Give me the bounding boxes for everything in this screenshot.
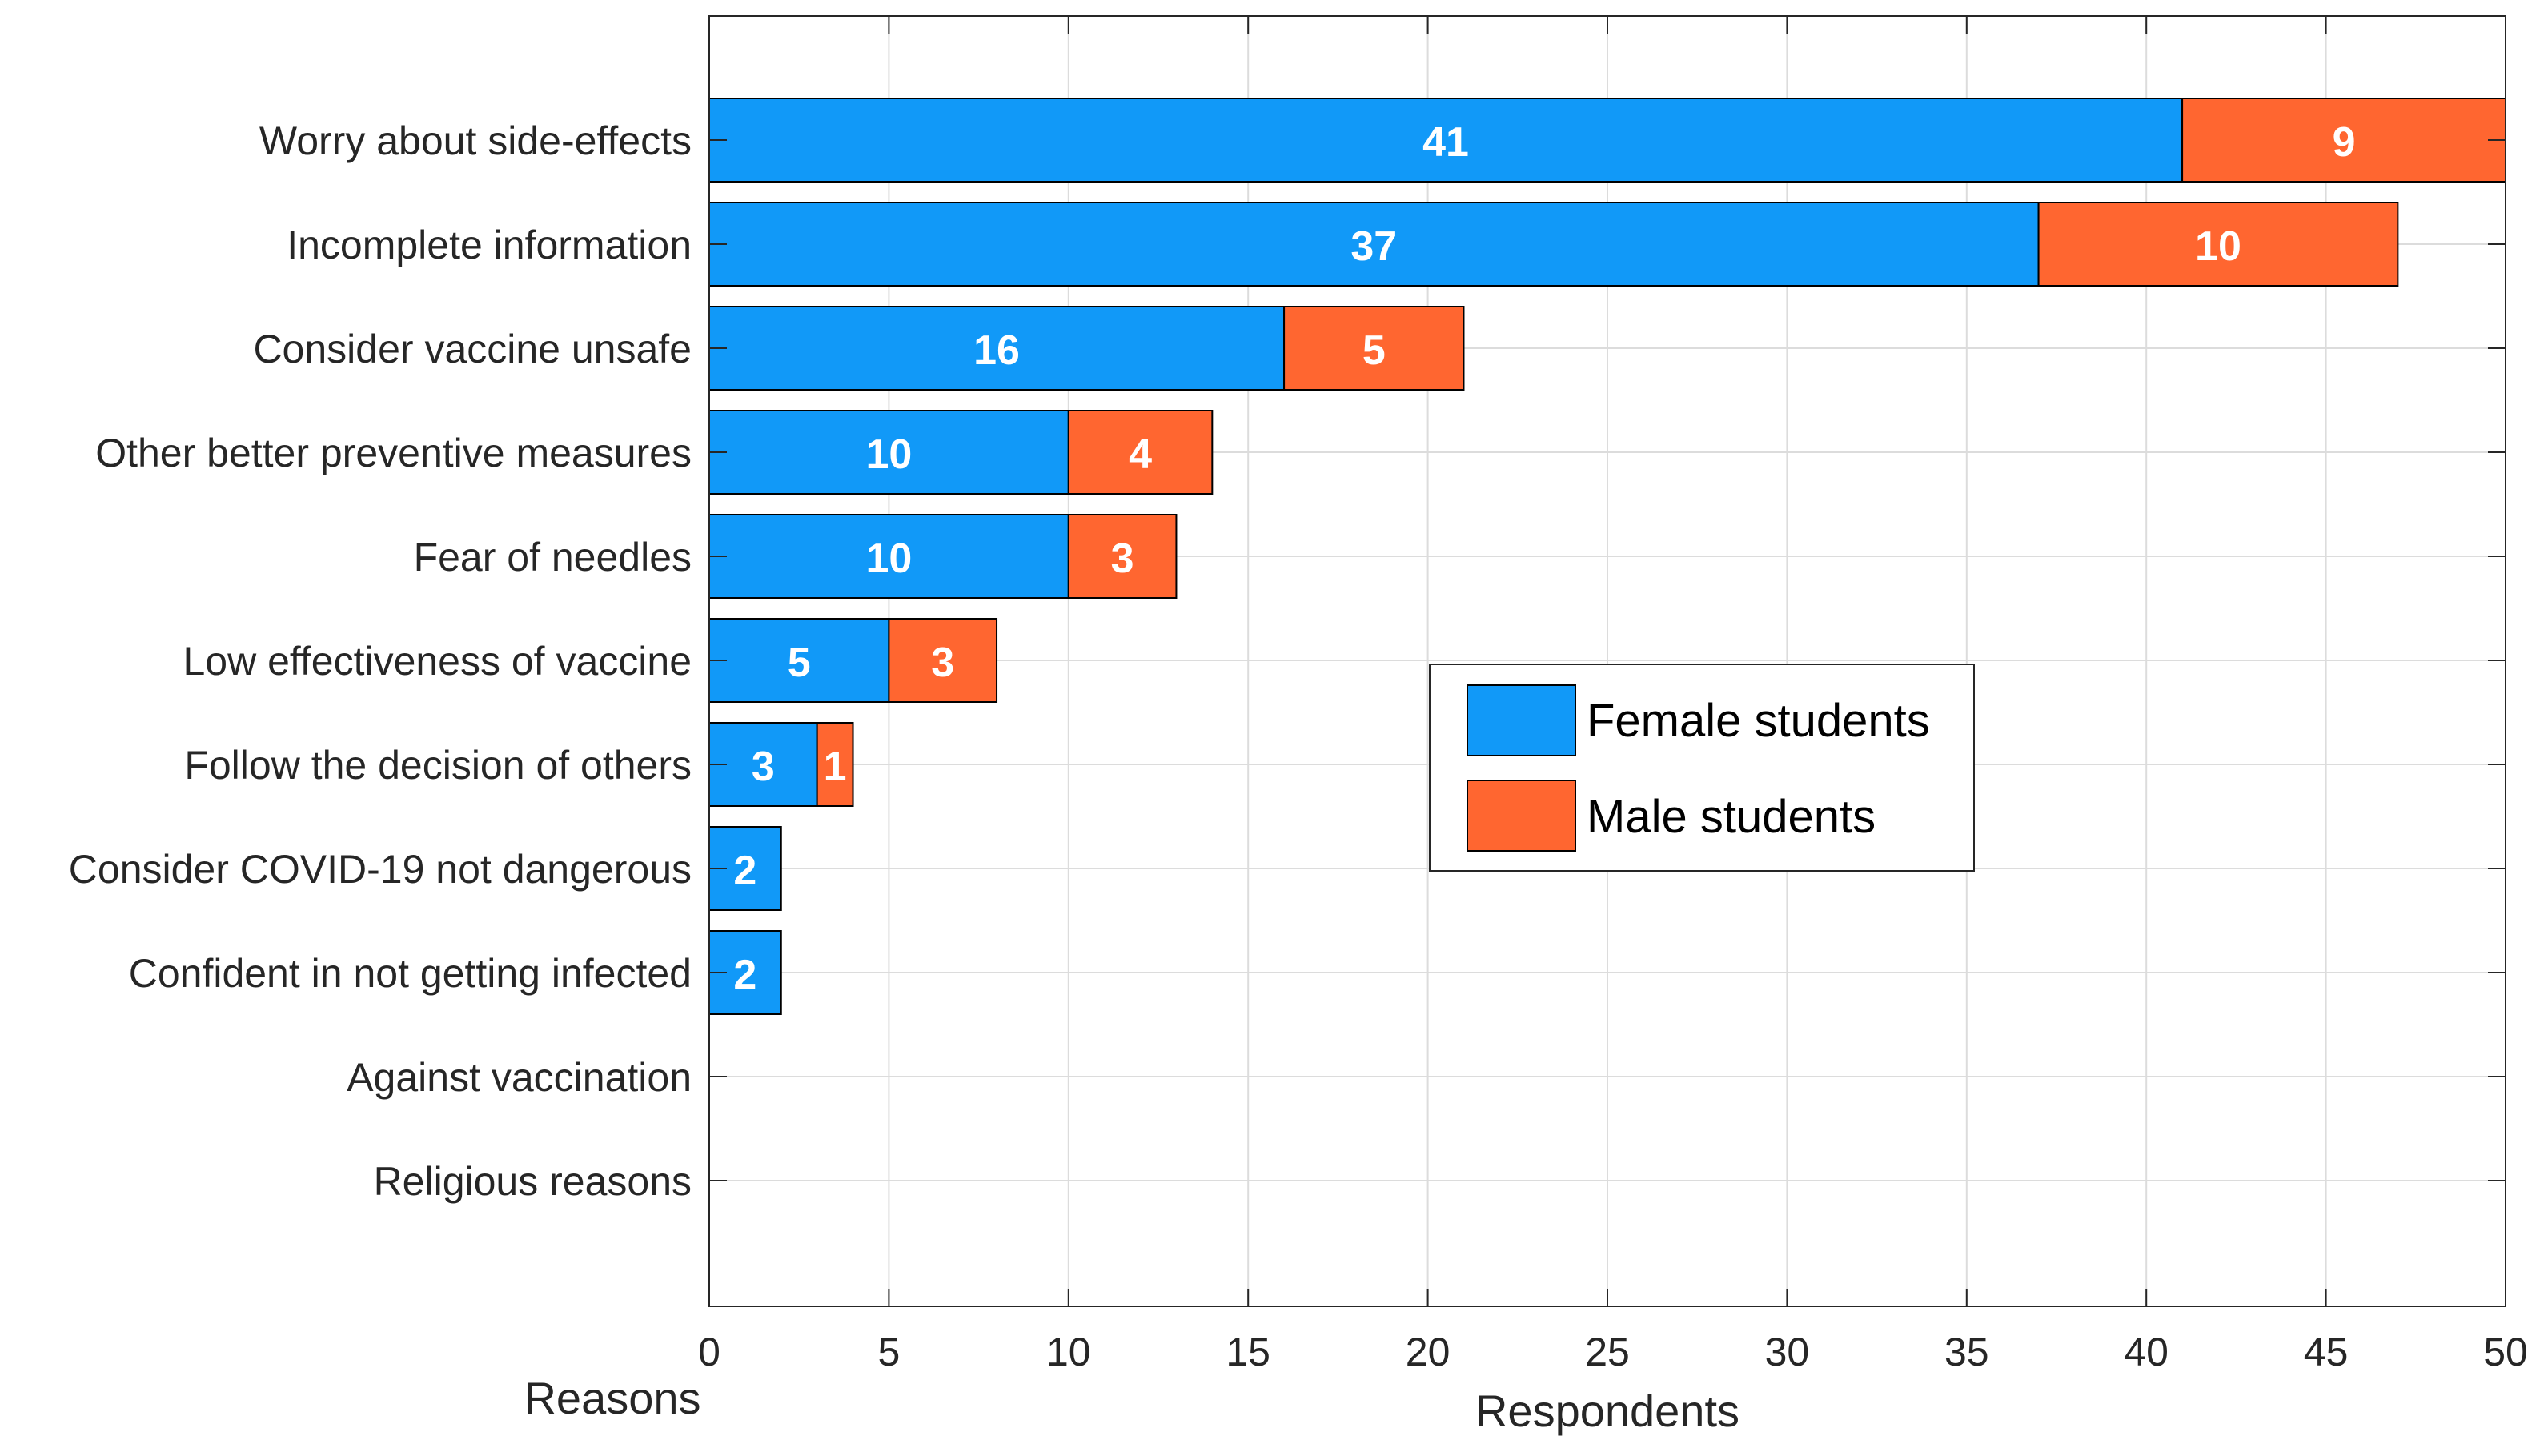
- category-label: Incomplete information: [287, 223, 692, 267]
- legend-label-male: Male students: [1587, 791, 1876, 843]
- bar-label-female: 2: [733, 848, 756, 894]
- x-tick-label: 5: [877, 1330, 900, 1374]
- category-label: Religious reasons: [374, 1159, 692, 1204]
- bar-label-male: 9: [2333, 119, 2356, 166]
- bar-label-female: 41: [1422, 119, 1469, 166]
- bar-male: [1067, 514, 1178, 599]
- bars: 41 9 37 10 16 5 10 4 10 3 5 3 3 1 2 2: [708, 98, 2507, 1015]
- bar-label-female: 10: [865, 535, 912, 582]
- bar-male: [2181, 98, 2507, 183]
- legend-swatch-male: [1467, 780, 1576, 852]
- x-tick-label: 10: [1046, 1330, 1091, 1374]
- x-tick-label: 50: [2483, 1330, 2528, 1374]
- legend-swatch-female: [1467, 684, 1576, 756]
- category-label: Worry about side-effects: [259, 118, 692, 163]
- bar-female: [708, 410, 1069, 495]
- bar-label-female: 3: [752, 744, 775, 790]
- category-label: Other better preventive measures: [95, 431, 692, 475]
- bar-label-female: 2: [733, 952, 756, 998]
- bar-label-female: 10: [865, 431, 912, 478]
- bar-female: [708, 618, 890, 703]
- bar-label-female: 37: [1350, 223, 1397, 270]
- category-label: Confident in not getting infected: [129, 951, 692, 996]
- category-label: Follow the decision of others: [184, 743, 692, 788]
- x-tick-label: 25: [1585, 1330, 1630, 1374]
- category-labels: Worry about side-effects Incomplete infor…: [69, 118, 692, 1204]
- x-tick-labels: 0 5 10 15 20 25 30 35 40 45 50: [698, 1330, 2528, 1374]
- x-tick-label: 0: [698, 1330, 720, 1374]
- category-label: Fear of needles: [414, 535, 692, 580]
- bar-label-male: 1: [824, 744, 847, 790]
- bar-label-male: 3: [931, 640, 954, 686]
- x-tick-label: 20: [1406, 1330, 1451, 1374]
- bar-male: [1067, 410, 1214, 495]
- bar-label-male: 5: [1362, 327, 1386, 374]
- category-label: Consider vaccine unsafe: [253, 327, 692, 371]
- bar-label-male: 10: [2195, 223, 2241, 270]
- legend-label-female: Female students: [1587, 695, 1930, 747]
- plot-frame: [708, 15, 2506, 1307]
- bar-label-male: 3: [1111, 535, 1134, 582]
- x-tick-label: 15: [1226, 1330, 1270, 1374]
- bar-female: [708, 514, 1069, 599]
- x-tick-label: 45: [2304, 1330, 2349, 1374]
- category-label: Low effectiveness of vaccine: [183, 639, 692, 684]
- x-tick-label: 40: [2124, 1330, 2169, 1374]
- x-tick-label: 35: [1944, 1330, 1989, 1374]
- y-axis-title: Reasons: [524, 1373, 700, 1423]
- bar-label-female: 16: [973, 327, 1020, 374]
- category-label: Consider COVID-19 not dangerous: [69, 847, 692, 892]
- bar-male: [816, 722, 854, 807]
- bar-female: [708, 306, 1286, 391]
- bar-female: [708, 98, 2184, 183]
- x-axis-title: Respondents: [1475, 1386, 1739, 1436]
- bar-male: [2037, 202, 2399, 287]
- bar-label-female: 5: [788, 640, 811, 686]
- bar-female: [708, 202, 2040, 287]
- bar-male: [1283, 306, 1465, 391]
- bar-female: [708, 722, 818, 807]
- legend: Female students Male students: [1429, 664, 1975, 872]
- bar-label-male: 4: [1129, 431, 1152, 478]
- x-tick-label: 30: [1765, 1330, 1810, 1374]
- category-label: Against vaccination: [347, 1055, 692, 1100]
- bar-male: [888, 618, 998, 703]
